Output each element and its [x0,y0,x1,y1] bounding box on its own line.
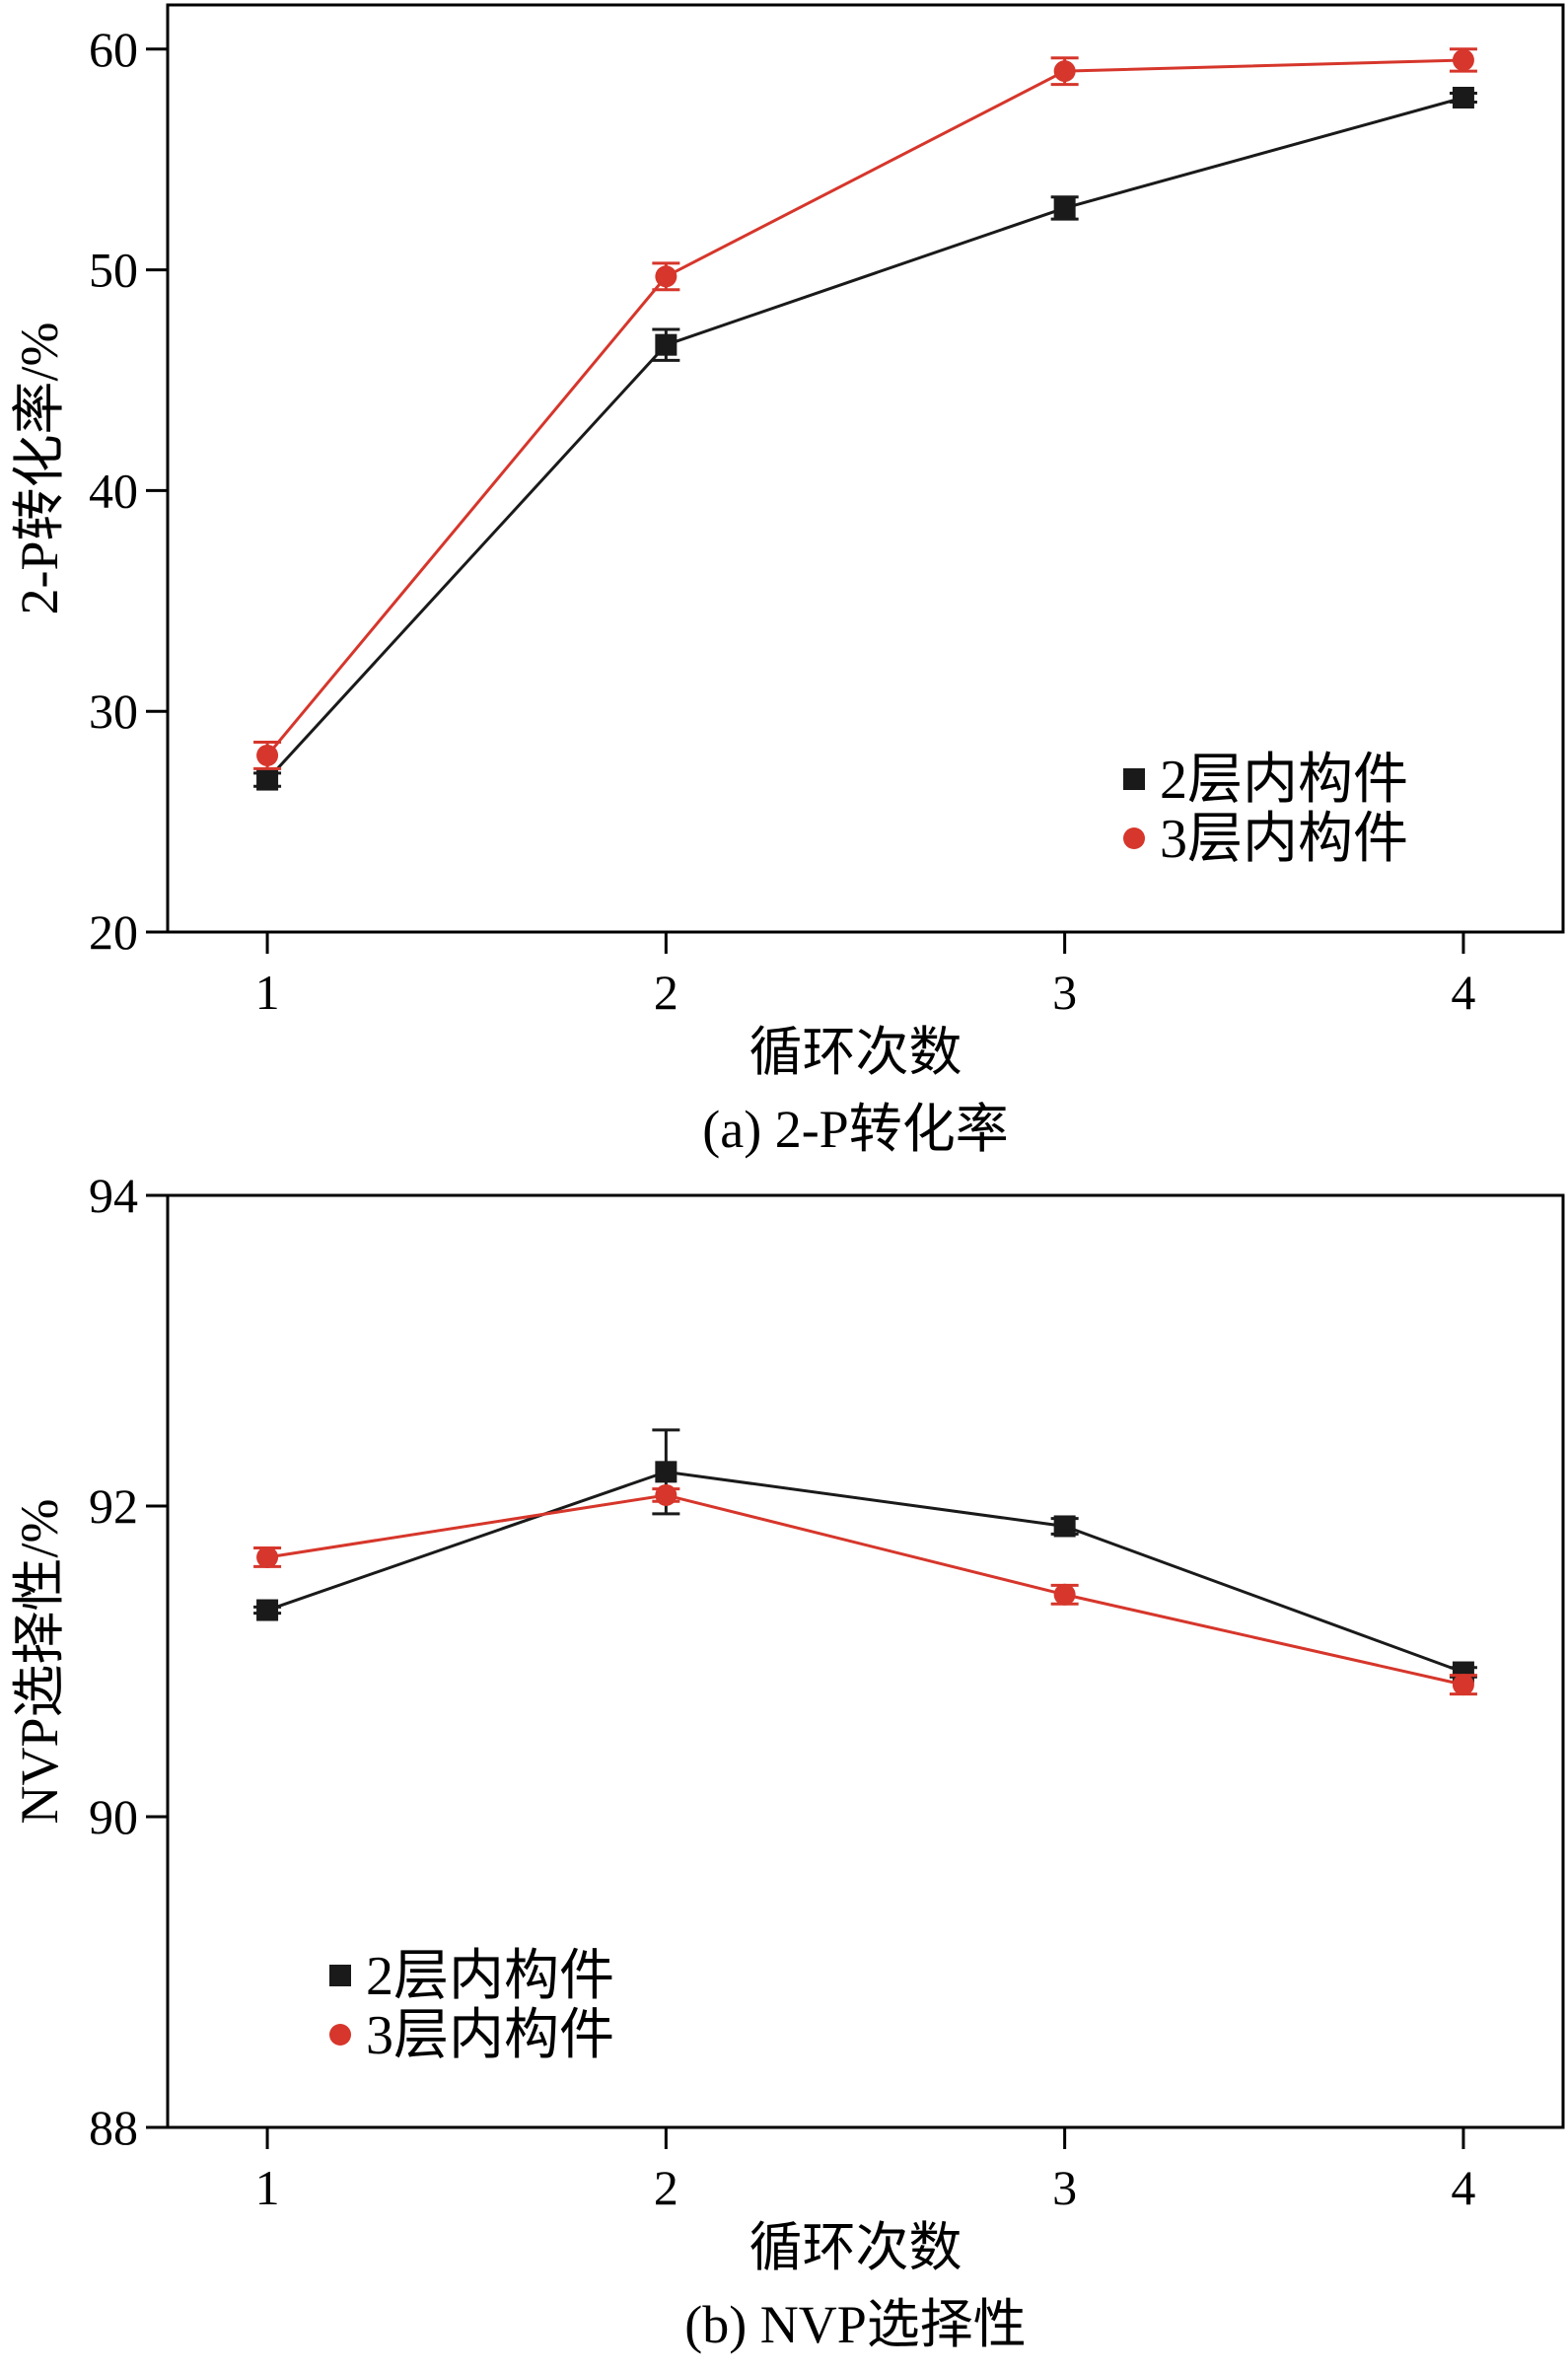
x-tick-label: 3 [1052,2160,1077,2215]
data-point-square [1053,196,1076,219]
chart-panel-a: 1 2 3 4 20 30 40 50 60 循环次数 2-P转化率/% (a) 2-P转化率 2层内构… [10,3,1565,1159]
x-tick-label: 1 [255,965,280,1020]
data-point-circle [1053,60,1076,83]
data-point-circle [256,1545,279,1568]
legend-label: 2层内构件 [366,1946,614,2007]
legend-label: 3层内构件 [1160,809,1408,870]
legend-label: 2层内构件 [1160,750,1408,811]
y-tick-label: 60 [89,22,138,77]
legend-marker-circle [1123,827,1145,849]
x-tick-label: 2 [654,2160,678,2215]
series-1 [253,87,1477,791]
y-tick-label: 50 [89,243,138,298]
y-tick-label: 30 [89,683,138,739]
data-point-square [256,768,279,791]
legend-marker-square [329,1965,351,1986]
data-point-circle [256,744,279,766]
x-tick-label: 3 [1052,965,1077,1020]
series-line [265,58,1463,756]
x-axis-label: 循环次数 [749,2218,962,2277]
x-tick-label: 4 [1451,2160,1475,2215]
chart-caption: (b) NVP选择性 [684,2295,1027,2354]
data-point-square [256,1599,279,1621]
y-tick-label: 20 [89,904,138,960]
legend-marker-square [1123,768,1145,790]
x-tick-label: 2 [654,965,678,1020]
data-point-square [655,333,677,356]
x-tick-label: 4 [1451,965,1475,1020]
y-tick-label: 90 [89,1789,138,1844]
data-point-circle [1452,1674,1474,1696]
data-point-square [1452,87,1474,108]
data-point-circle [1452,48,1474,71]
x-tick-label: 1 [255,2160,280,2215]
plot-frame [166,3,1565,934]
y-axis-label: NVP选择性/% [10,1498,69,1824]
series-line [265,96,1464,781]
data-point-square [655,1461,677,1483]
x-axis-label: 循环次数 [749,1023,962,1082]
chart-panel-b: 1 2 3 4 88 90 92 94 循环次数 NVP选择性/% (b) NVP选择性 2层内构件3… [10,1168,1565,2354]
series-line [266,1493,1464,1687]
y-tick-label: 92 [89,1478,138,1534]
series-2 [253,1483,1477,1696]
y-axis-label: 2-P转化率/% [10,323,69,615]
series-line [266,1470,1464,1674]
legend-label: 3层内构件 [366,2005,614,2066]
data-point-circle [1053,1583,1076,1606]
y-tick-label: 88 [89,2100,138,2155]
series-2 [253,47,1477,770]
data-point-circle [655,1483,677,1506]
y-tick-label: 40 [89,463,138,518]
chart-caption: (a) 2-P转化率 [702,1100,1008,1159]
plot-frame [166,1193,1565,2129]
data-point-square [1053,1515,1076,1538]
data-point-circle [655,265,677,288]
y-tick-label: 94 [89,1168,138,1223]
legend-marker-circle [329,2024,351,2046]
